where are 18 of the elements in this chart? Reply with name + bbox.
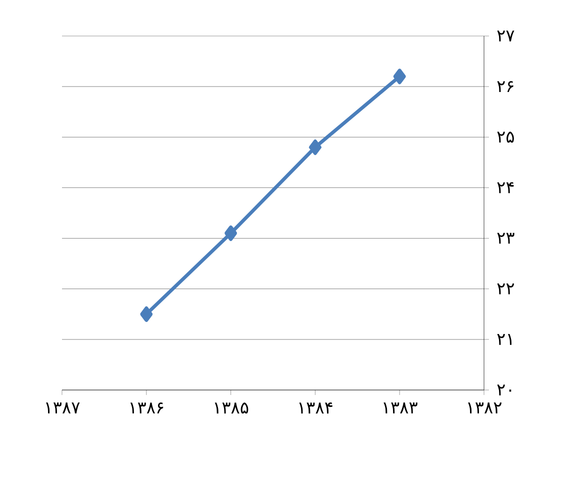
y-tick-label: ۲۲: [497, 283, 514, 294]
x-tick-label: ۱۳۸۷: [46, 402, 80, 414]
x-tick-label: ۱۳۸۳: [384, 402, 418, 414]
y-tick-label: ۲۳: [497, 232, 514, 244]
x-tick-label: ۱۳۸۴: [299, 402, 332, 414]
point: [393, 68, 406, 84]
y-tick-label: ۲۴: [497, 182, 514, 194]
y-tick-label: ۲۵: [497, 132, 514, 143]
y-tick-label: ۲۰: [497, 384, 512, 396]
y-tick-label: ۲۶: [497, 81, 514, 92]
x-tick-label: ۱۳۸۶: [130, 402, 164, 414]
point: [224, 225, 238, 241]
y-tick-label: ۲۱: [497, 334, 512, 345]
point: [140, 306, 153, 322]
y-tick-label: ۲۷: [497, 30, 514, 42]
point: [308, 140, 322, 156]
x-tick-label: ۱۳۸۲: [468, 402, 502, 414]
x-tick-label: ۱۳۸۵: [214, 402, 248, 414]
